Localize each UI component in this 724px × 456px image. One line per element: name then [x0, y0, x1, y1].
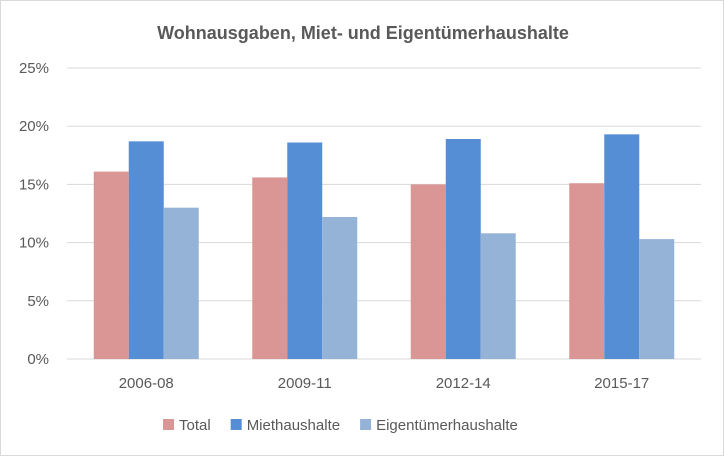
legend-swatch [360, 419, 372, 430]
bar-total-2006-08 [93, 171, 129, 359]
legend-swatch [230, 419, 242, 430]
y-tick-label: 0% [27, 351, 49, 368]
legend-label: Eigentümerhaushalte [376, 417, 518, 434]
legend-item: Eigentümerhaushalte [360, 417, 518, 434]
legend-item: Miethaushalte [230, 417, 340, 434]
bar-total-2015-17 [569, 183, 605, 359]
bar-miethaushalte-2015-17 [604, 134, 640, 359]
bar-total-2009-11 [252, 177, 288, 359]
x-axis-ticks: 2006-08 2009-11 2012-14 2015-17 [119, 375, 650, 392]
bar-eigentümerhaushalte-2015-17 [639, 239, 675, 359]
y-tick-label: 20% [19, 118, 49, 135]
x-tick-label: 2009-11 [278, 375, 332, 392]
y-tick-label: 25% [19, 60, 49, 77]
bar-total-2012-14 [410, 184, 446, 359]
legend-item: Total [163, 417, 211, 434]
legend-label: Total [179, 417, 211, 434]
y-axis-ticks: 0% 5% 10% 15% 20% 25% [19, 60, 49, 368]
chart-title: Wohnausgaben, Miet- und Eigentümerhausha… [157, 23, 569, 43]
bar-miethaushalte-2006-08 [128, 141, 164, 359]
y-tick-label: 5% [27, 293, 49, 310]
legend-swatch [163, 419, 174, 430]
bar-miethaushalte-2009-11 [287, 142, 323, 359]
y-tick-label: 15% [19, 176, 49, 193]
legend-label: Miethaushalte [247, 417, 340, 434]
legend: Total Miethaushalte Eigentümerhaushalte [163, 417, 518, 434]
x-tick-label: 2012-14 [436, 375, 491, 392]
bar-miethaushalte-2012-14 [445, 139, 481, 359]
bar-eigentümerhaushalte-2006-08 [163, 207, 199, 359]
x-tick-label: 2006-08 [119, 375, 174, 392]
x-tick-label: 2015-17 [594, 375, 649, 392]
bar-eigentümerhaushalte-2009-11 [322, 216, 358, 359]
bars [93, 134, 675, 359]
y-tick-label: 10% [19, 235, 49, 252]
bar-eigentümerhaushalte-2012-14 [480, 233, 516, 359]
